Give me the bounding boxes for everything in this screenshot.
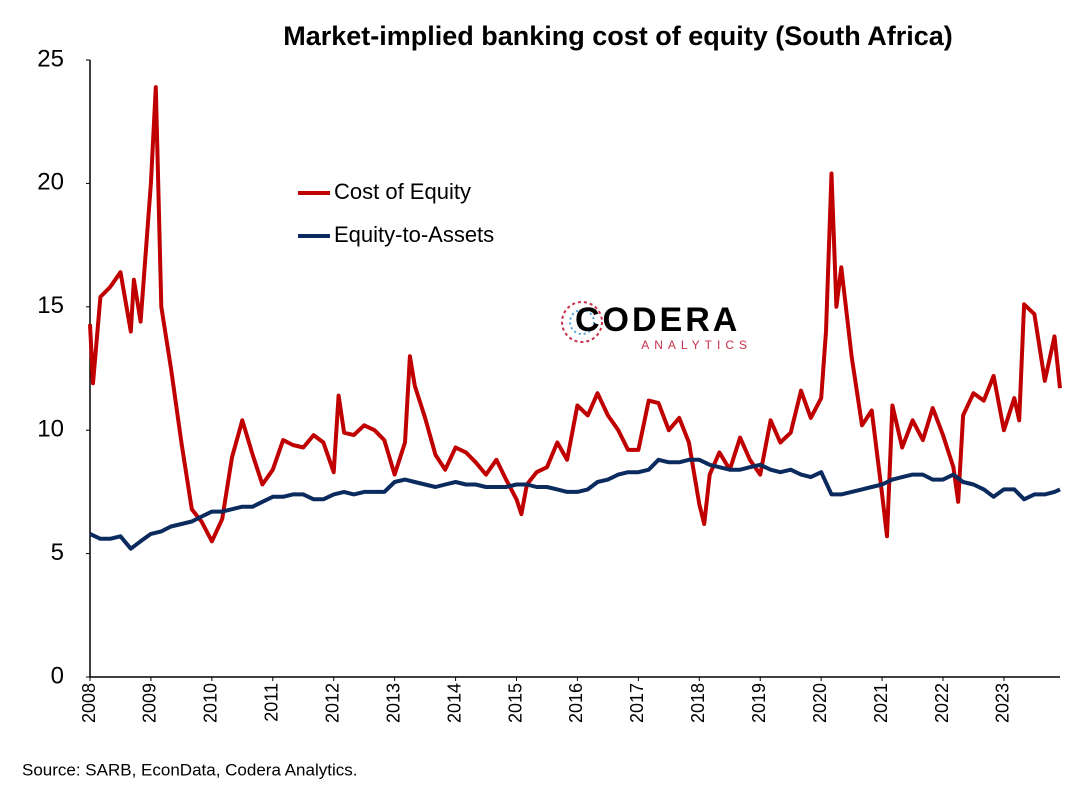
- x-tick-label: 2013: [383, 683, 403, 723]
- x-tick-label: 2018: [688, 683, 708, 723]
- y-tick-label: 10: [37, 416, 64, 443]
- x-tick-label: 2009: [140, 683, 160, 723]
- y-tick-label: 20: [37, 169, 64, 196]
- x-tick-label: 2008: [79, 683, 99, 723]
- legend-label: Equity-to-Assets: [334, 222, 494, 247]
- x-tick-label: 2015: [505, 683, 525, 723]
- logo-icon: [569, 309, 595, 335]
- x-tick-label: 2019: [749, 683, 769, 723]
- x-tick-label: 2010: [201, 683, 221, 723]
- x-tick-label: 2012: [322, 683, 342, 723]
- y-tick-label: 25: [37, 45, 64, 72]
- x-tick-label: 2016: [566, 683, 586, 723]
- x-tick-label: 2023: [993, 683, 1013, 723]
- x-tick-label: 2011: [262, 683, 282, 722]
- y-tick-label: 0: [51, 662, 64, 689]
- x-tick-label: 2020: [810, 683, 830, 723]
- y-tick-label: 5: [51, 539, 64, 566]
- logo-name: CODERA: [575, 301, 740, 339]
- chart-title: Market-implied banking cost of equity (S…: [283, 21, 953, 51]
- x-tick-label: 2014: [444, 683, 464, 723]
- series-line: [89, 457, 1061, 551]
- source-note: Source: SARB, EconData, Codera Analytics…: [22, 760, 357, 779]
- logo: CODERA ANALYTICS: [561, 301, 752, 352]
- logo-icon: [561, 301, 603, 343]
- logo-sub: ANALYTICS: [641, 338, 752, 352]
- x-tick-label: 2017: [627, 683, 647, 723]
- x-tick-label: 2022: [932, 683, 952, 723]
- series-line: [88, 85, 1062, 544]
- legend-label: Cost of Equity: [334, 179, 471, 204]
- y-tick-label: 15: [37, 292, 64, 319]
- x-tick-label: 2021: [871, 683, 891, 723]
